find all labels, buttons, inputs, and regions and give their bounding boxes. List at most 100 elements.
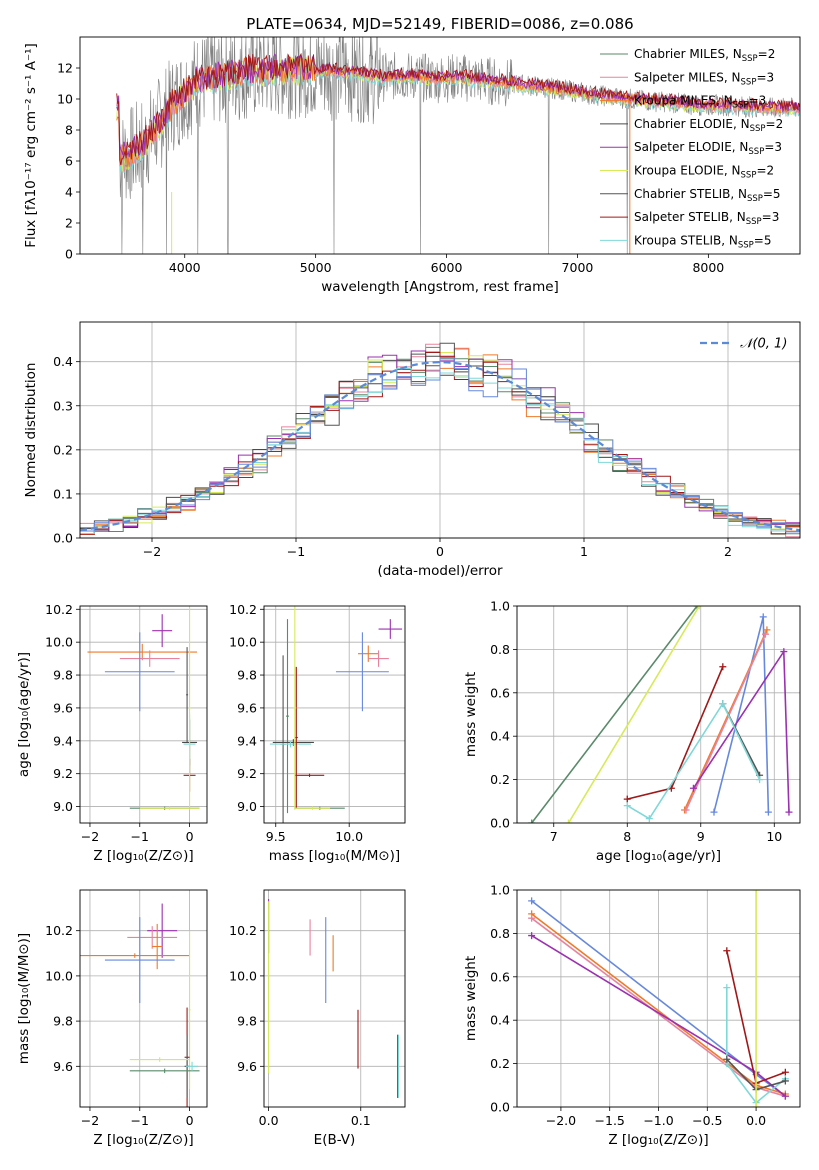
legend-label-main: Chabrier ELODIE, N xyxy=(634,117,750,131)
legend-label-main: Kroupa MILES, N xyxy=(634,94,733,108)
legend-label: Chabrier MILES, NSSP=2 xyxy=(634,47,775,64)
weight-series-line xyxy=(725,987,786,1104)
x-tick-label: −2 xyxy=(143,544,161,559)
x-tick-label: 0.0 xyxy=(259,1113,279,1128)
legend-label-sub: SSP xyxy=(741,171,757,181)
legend-label-sub: SSP xyxy=(746,217,762,227)
x-axis-label: Z [log₁₀(Z/Z⊙)] xyxy=(93,848,193,864)
y-tick-label: 0.6 xyxy=(490,685,510,700)
y-tick-label: 9.6 xyxy=(53,700,73,715)
y-tick-label: 6 xyxy=(65,154,73,169)
x-tick-label: 7 xyxy=(550,829,558,844)
y-tick-label: 0.4 xyxy=(53,354,73,369)
y-tick-label: 10.0 xyxy=(45,635,73,650)
weight-marker xyxy=(723,1055,731,1063)
x-tick-label: 4000 xyxy=(169,260,201,275)
y-tick-label: 9.8 xyxy=(53,668,73,683)
legend-label: Salpeter MILES, NSSP=3 xyxy=(634,70,774,87)
weight-marker xyxy=(764,808,772,816)
legend-label: Kroupa MILES, NSSP=3 xyxy=(634,94,766,111)
x-axis-label: mass [log₁₀(M/M⊙)] xyxy=(269,848,400,864)
x-tick-label: 10.0 xyxy=(335,829,363,844)
weight-series-line xyxy=(685,633,767,811)
legend-label: Salpeter STELIB, NSSP=3 xyxy=(634,210,779,227)
axes-frame xyxy=(516,889,801,1108)
legend-label-suffix: =3 xyxy=(749,94,767,108)
x-tick-label: −1 xyxy=(287,544,305,559)
x-tick-label: 0.0 xyxy=(746,1113,766,1128)
legend-label: 𝒩(0, 1) xyxy=(740,337,787,352)
y-tick-label: 9.2 xyxy=(237,766,257,781)
y-tick-label: 12 xyxy=(57,61,73,76)
weight-marker xyxy=(710,808,718,816)
weight-marker xyxy=(781,1092,789,1100)
axes-frame xyxy=(263,889,406,1108)
y-tick-label: 0.8 xyxy=(490,642,510,657)
legend-label-sub: SSP xyxy=(750,124,766,134)
x-axis-label: Z [log₁₀(Z/Z⊙)] xyxy=(93,1132,193,1148)
chart-mass_vs_Z: −2 −1 0 9.6 9.8 10.0 10.2 Z [log₁₀(Z/Z⊙)] mass [… xyxy=(16,889,208,1148)
x-tick-label: 10 xyxy=(766,829,782,844)
weight-marker xyxy=(695,606,703,610)
y-tick-label: 9.6 xyxy=(237,700,257,715)
legend-label-suffix: =2 xyxy=(758,47,776,61)
x-tick-label: 9 xyxy=(697,829,705,844)
y-axis-label: mass weight xyxy=(463,672,479,757)
weight-marker xyxy=(689,784,697,792)
weight-marker xyxy=(756,776,764,784)
x-tick-label: −1.5 xyxy=(595,1113,625,1128)
legend-label-main: Kroupa ELODIE, N xyxy=(634,164,741,178)
y-tick-label: 0.1 xyxy=(53,486,73,501)
y-tick-label: 1.0 xyxy=(490,883,510,898)
legend-label: Chabrier STELIB, NSSP=5 xyxy=(634,187,781,204)
y-axis-label: age [log₁₀(age/yr)] xyxy=(16,652,32,777)
y-tick-label: 10.0 xyxy=(229,635,257,650)
x-tick-label: 9.5 xyxy=(266,829,286,844)
weight-series-line xyxy=(567,606,700,823)
axes-frame xyxy=(516,605,801,824)
x-tick-label: 6000 xyxy=(431,260,463,275)
plot-area xyxy=(80,903,200,1107)
normal-curve xyxy=(80,360,800,532)
y-tick-label: 1.0 xyxy=(490,599,510,614)
y-tick-label: 0.2 xyxy=(53,442,73,457)
y-tick-label: 9.8 xyxy=(237,668,257,683)
weight-series-line xyxy=(531,606,698,823)
plot-area xyxy=(116,37,800,254)
y-axis-label: mass weight xyxy=(463,956,479,1041)
chart-weight_vs_Z: −2.0 −1.5 −1.0 −0.5 0.0 0.0 0.2 0.4 0.6 0.8 1.0 Z [… xyxy=(463,883,801,1148)
weight-series-line xyxy=(626,701,761,820)
legend-label-suffix: =2 xyxy=(756,164,774,178)
axes-frame xyxy=(79,321,801,539)
x-axis-label: age [log₁₀(age/yr)] xyxy=(596,848,721,864)
y-tick-label: 0.6 xyxy=(490,969,510,984)
y-tick-label: 9.4 xyxy=(53,733,73,748)
weight-marker xyxy=(719,663,727,671)
weight-marker xyxy=(752,890,760,894)
y-tick-label: 4 xyxy=(65,185,73,200)
legend-label-sub: SSP xyxy=(738,240,754,250)
y-tick-label: 8 xyxy=(65,123,73,138)
chart-age_vs_mass: 9.5 10.0 9.0 9.2 9.4 9.6 9.8 10.0 10.2 mass [log₁… xyxy=(229,602,406,864)
y-tick-label: 9.0 xyxy=(53,799,73,814)
y-tick-label: 10.2 xyxy=(229,602,257,617)
chart-title: PLATE=0634, MJD=52149, FIBERID=0086, z=0… xyxy=(246,15,633,33)
weight-marker xyxy=(752,1103,760,1107)
chart-age_vs_Z: −2 −1 0 9.0 9.2 9.4 9.6 9.8 10.0 10.2 Z [log₁₀(Z/Z… xyxy=(16,602,208,864)
legend-label-suffix: =2 xyxy=(766,117,784,131)
legend-label-sub: SSP xyxy=(733,101,749,111)
y-tick-label: 10.0 xyxy=(45,968,73,983)
weight-marker xyxy=(780,648,788,656)
weight-marker xyxy=(759,613,767,621)
y-tick-label: 0 xyxy=(65,247,73,262)
legend-label: Salpeter ELODIE, NSSP=3 xyxy=(634,140,782,157)
weight-marker xyxy=(682,806,690,814)
plot-area xyxy=(528,890,789,1107)
axes-frame xyxy=(79,605,208,824)
x-tick-label: −2 xyxy=(81,829,99,844)
x-tick-label: 2 xyxy=(724,544,732,559)
x-tick-label: 0.1 xyxy=(351,1113,371,1128)
legend-label-sub: SSP xyxy=(748,147,764,157)
axes-frame xyxy=(79,36,801,255)
histogram-line xyxy=(80,357,800,533)
